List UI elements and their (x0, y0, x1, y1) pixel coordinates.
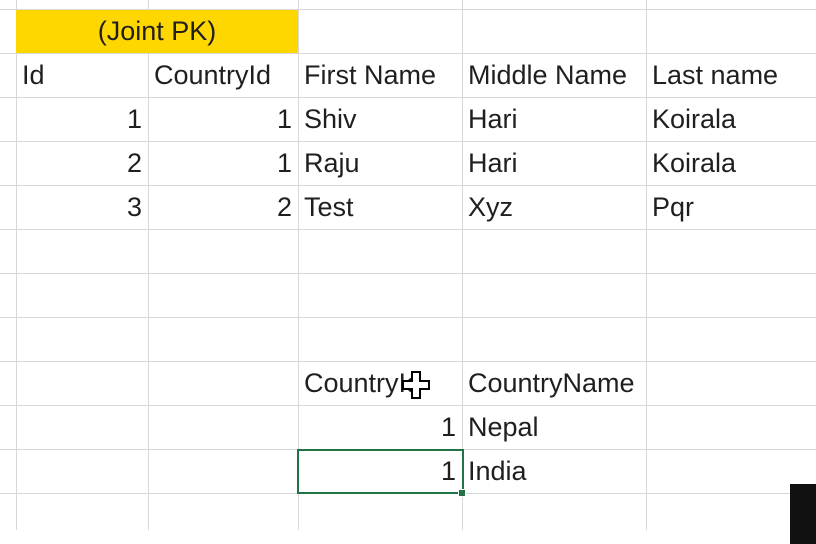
gridline (0, 97, 816, 98)
table-cell-middle-name[interactable]: Hari (468, 104, 518, 134)
table-cell-id[interactable]: 3 (126, 192, 142, 222)
table-cell-middle-name[interactable]: Hari (468, 148, 518, 178)
gridline (0, 405, 816, 406)
gridline (0, 317, 816, 318)
table-cell-first-name[interactable]: Test (304, 192, 354, 222)
gridline (0, 53, 816, 54)
column-header-countryid[interactable]: CountryId (304, 368, 422, 398)
table-cell-countryid[interactable]: 2 (276, 192, 292, 222)
table-cell-countryname[interactable]: India (468, 456, 527, 486)
table-cell-id[interactable]: 2 (126, 148, 142, 178)
dark-overlay-corner (790, 484, 816, 544)
table-cell-last-name[interactable]: Koirala (652, 148, 737, 178)
gridline (646, 0, 647, 530)
gridline (0, 229, 816, 230)
active-cell-selection[interactable] (297, 449, 464, 494)
gridline (0, 9, 816, 10)
table-cell-last-name[interactable]: Koirala (652, 104, 737, 134)
joint-pk-label-cell[interactable]: (Joint PK) (16, 10, 298, 53)
fill-handle[interactable] (458, 489, 466, 497)
column-header-middle-name[interactable]: Middle Name (468, 60, 628, 90)
column-header-first-name[interactable]: First Name (304, 60, 437, 90)
gridline (148, 0, 149, 530)
gridline (0, 273, 816, 274)
column-header-countryname[interactable]: CountryName (468, 368, 635, 398)
column-header-last-name[interactable]: Last name (652, 60, 779, 90)
table-cell-middle-name[interactable]: Xyz (468, 192, 514, 222)
table-cell-countryid[interactable]: 1 (440, 456, 456, 486)
move-cursor-icon (402, 371, 430, 399)
table-cell-countryid[interactable]: 1 (276, 148, 292, 178)
column-header-countryid[interactable]: CountryId (154, 60, 272, 90)
table-cell-first-name[interactable]: Raju (304, 148, 360, 178)
gridline (298, 0, 299, 530)
table-cell-countryid[interactable]: 1 (276, 104, 292, 134)
table-cell-countryname[interactable]: Nepal (468, 412, 539, 442)
gridline (0, 185, 816, 186)
gridline (0, 361, 816, 362)
column-header-id[interactable]: Id (22, 60, 45, 90)
gridline (0, 141, 816, 142)
table-cell-first-name[interactable]: Shiv (304, 104, 357, 134)
table-cell-id[interactable]: 1 (126, 104, 142, 134)
gridline (462, 0, 463, 530)
table-cell-last-name[interactable]: Pqr (652, 192, 695, 222)
gridline (16, 0, 17, 530)
table-cell-countryid[interactable]: 1 (440, 412, 456, 442)
